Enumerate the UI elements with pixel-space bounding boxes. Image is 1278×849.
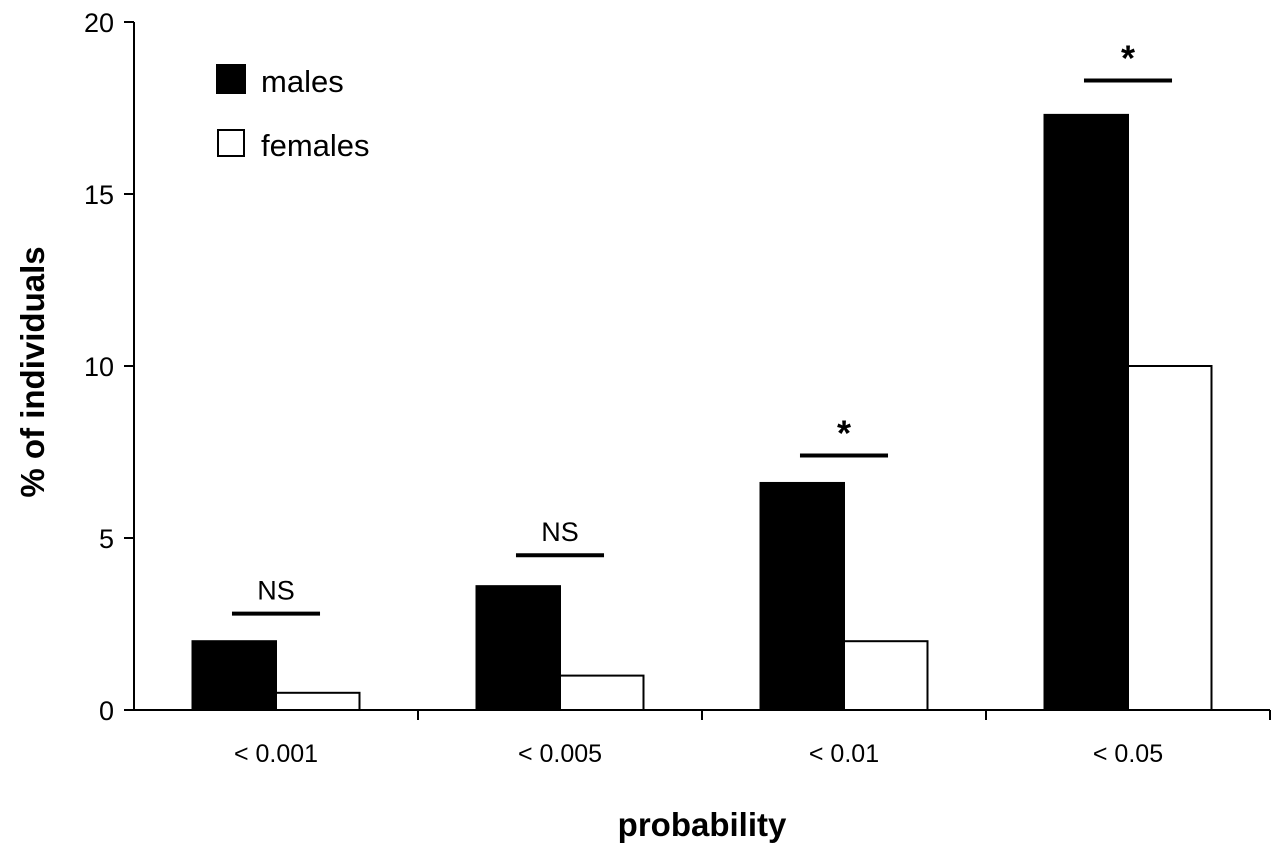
bar-females <box>275 691 361 711</box>
bar-females <box>1127 365 1213 711</box>
significance-label: NS <box>257 576 295 606</box>
bar-males <box>759 481 846 711</box>
y-ticks: 0 5 10 15 20 <box>84 8 134 726</box>
significance-marks: NS NS * * <box>231 37 1173 616</box>
bar-females <box>559 674 645 711</box>
x-axis-label: probability <box>618 806 787 843</box>
significance-label: * <box>1121 37 1135 78</box>
x-tick-label: < 0.05 <box>1093 740 1163 768</box>
y-tick-label: 15 <box>84 180 114 210</box>
legend-swatch-females <box>217 129 245 157</box>
legend-swatch-males <box>216 64 246 94</box>
significance-label: NS <box>541 517 579 547</box>
legend-label-females: females <box>261 128 370 163</box>
x-tick-label: < 0.005 <box>518 740 602 768</box>
y-tick-label: 10 <box>84 352 114 382</box>
bar-males <box>191 640 277 712</box>
x-tick-label: < 0.01 <box>809 740 879 768</box>
bar-females <box>843 640 929 712</box>
legend: males females <box>216 64 370 163</box>
x-ticks: < 0.001 < 0.005 < 0.01 < 0.05 <box>234 710 1271 768</box>
bar-males <box>1043 113 1130 711</box>
bars <box>191 113 1213 712</box>
y-axis-label: % of individuals <box>14 246 51 497</box>
legend-label-males: males <box>261 64 344 99</box>
y-tick-label: 20 <box>84 8 114 38</box>
x-tick-label: < 0.001 <box>234 740 318 768</box>
significance-label: * <box>837 412 851 453</box>
y-tick-label: 5 <box>99 524 114 554</box>
bar-males <box>475 585 561 711</box>
y-tick-label: 0 <box>99 696 114 726</box>
